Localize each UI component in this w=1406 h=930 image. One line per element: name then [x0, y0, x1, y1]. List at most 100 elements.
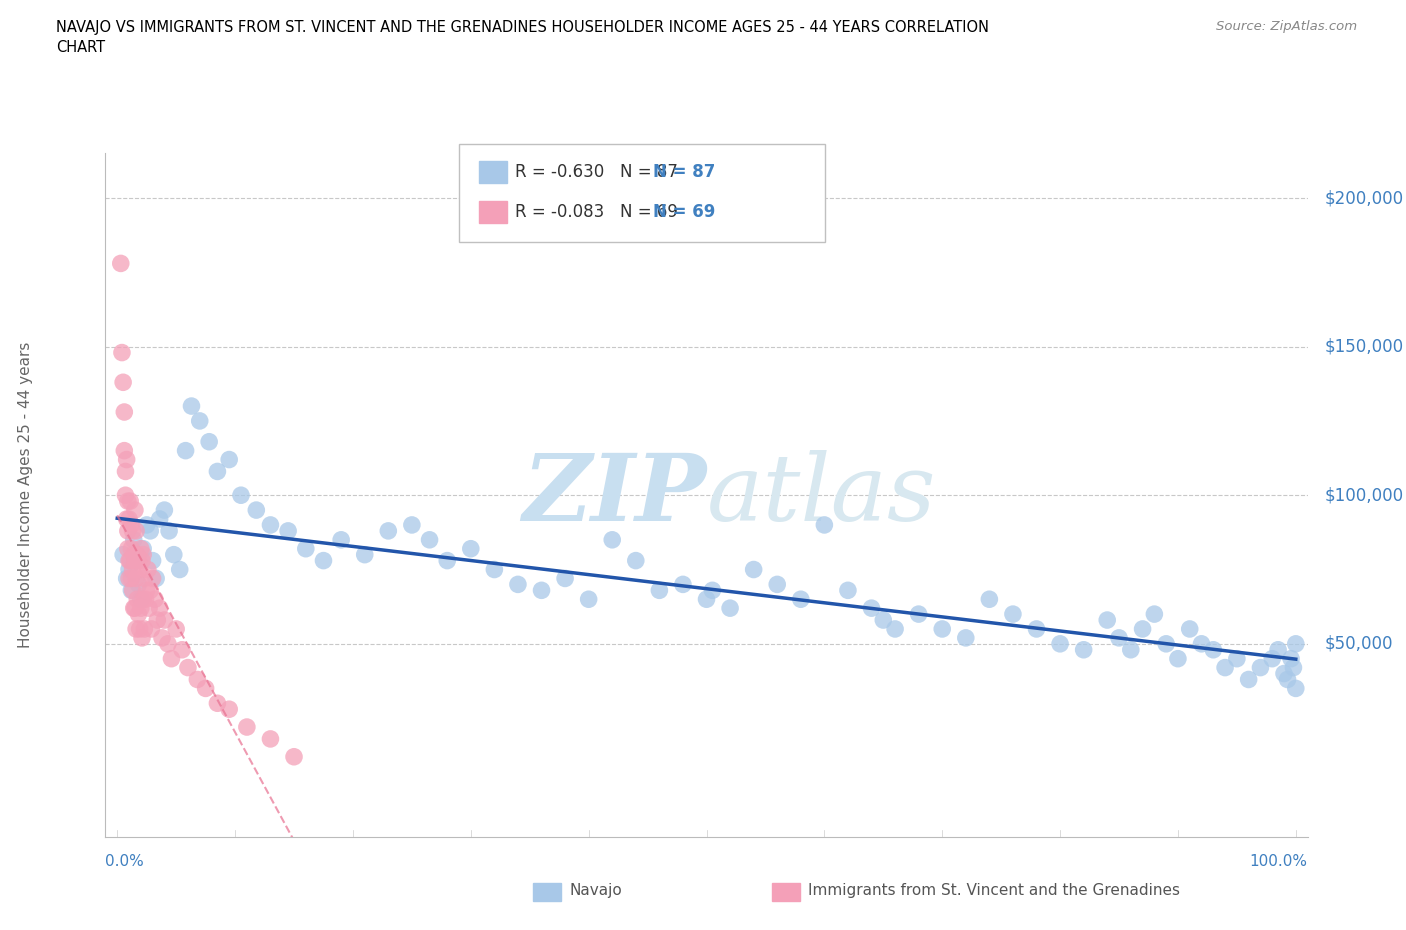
Point: [1191, 636, 1213, 651]
Point: [377, 524, 399, 538]
Point: [125, 571, 148, 586]
Point: [1277, 672, 1299, 687]
Point: [125, 553, 148, 568]
Point: [174, 444, 197, 458]
Point: [115, 452, 138, 467]
Point: [157, 524, 180, 538]
Point: [1261, 651, 1284, 666]
Text: Householder Income Ages 25 - 44 years: Householder Income Ages 25 - 44 years: [18, 342, 32, 648]
Point: [143, 591, 166, 606]
Point: [218, 452, 240, 467]
Point: [124, 553, 146, 568]
Point: [1025, 621, 1047, 636]
Point: [1073, 643, 1095, 658]
Point: [506, 577, 529, 591]
Point: [122, 601, 145, 616]
Text: NAVAJO VS IMMIGRANTS FROM ST. VINCENT AND THE GRENADINES HOUSEHOLDER INCOME AGES: NAVAJO VS IMMIGRANTS FROM ST. VINCENT AN…: [56, 20, 990, 35]
Point: [139, 583, 162, 598]
Point: [766, 577, 789, 591]
Point: [117, 524, 139, 538]
Point: [149, 601, 172, 616]
Point: [460, 541, 482, 556]
Point: [132, 591, 155, 606]
Point: [111, 345, 134, 360]
Point: [120, 583, 142, 598]
Point: [120, 494, 142, 509]
Point: [1237, 672, 1260, 687]
Point: [131, 631, 153, 645]
Point: [702, 583, 724, 598]
Text: $100,000: $100,000: [1324, 486, 1403, 504]
Point: [124, 601, 146, 616]
Point: [170, 643, 193, 658]
Point: [125, 524, 148, 538]
Point: [696, 591, 718, 606]
Point: [484, 562, 506, 577]
Point: [124, 502, 146, 517]
Point: [837, 583, 859, 598]
Text: $50,000: $50,000: [1324, 635, 1393, 653]
Point: [121, 524, 143, 538]
Point: [160, 651, 183, 666]
Point: [1049, 636, 1071, 651]
Point: [648, 583, 671, 598]
Point: [129, 601, 152, 616]
Point: [1154, 636, 1177, 651]
Point: [283, 750, 305, 764]
Point: [186, 672, 208, 687]
Point: [118, 571, 141, 586]
Point: [330, 532, 353, 547]
Point: [153, 502, 176, 517]
Text: Source: ZipAtlas.com: Source: ZipAtlas.com: [1216, 20, 1357, 33]
Point: [530, 583, 553, 598]
Point: [1282, 660, 1305, 675]
Point: [312, 553, 335, 568]
Point: [931, 621, 953, 636]
Point: [127, 553, 149, 568]
Point: [145, 571, 167, 586]
Point: [128, 621, 150, 636]
Point: [624, 553, 647, 568]
Point: [153, 613, 176, 628]
Point: [120, 517, 142, 532]
Text: 0.0%: 0.0%: [105, 854, 145, 869]
Point: [112, 375, 135, 390]
Point: [436, 553, 458, 568]
Text: CHART: CHART: [56, 40, 105, 55]
Text: ZIP: ZIP: [522, 450, 707, 540]
Point: [114, 464, 136, 479]
Point: [114, 488, 136, 503]
Point: [1279, 651, 1302, 666]
Point: [129, 541, 152, 556]
Point: [142, 571, 165, 586]
Point: [146, 613, 169, 628]
Point: [132, 541, 155, 556]
Point: [554, 571, 576, 586]
Point: [128, 562, 150, 577]
Point: [142, 553, 165, 568]
Point: [127, 591, 149, 606]
Point: [115, 571, 138, 586]
Point: [718, 601, 741, 616]
Point: [180, 399, 202, 414]
Point: [135, 517, 157, 532]
Point: [134, 571, 156, 586]
Point: [177, 660, 200, 675]
Text: 100.0%: 100.0%: [1250, 854, 1308, 869]
Point: [742, 562, 765, 577]
Point: [141, 621, 163, 636]
Point: [207, 696, 229, 711]
Point: [1108, 631, 1130, 645]
Text: N = 87: N = 87: [652, 163, 716, 181]
Point: [149, 512, 172, 526]
Point: [245, 502, 267, 517]
Text: R = -0.630   N = 87: R = -0.630 N = 87: [516, 163, 678, 181]
Point: [194, 681, 217, 696]
Point: [1285, 636, 1308, 651]
Point: [125, 621, 148, 636]
Point: [872, 613, 894, 628]
Point: [120, 553, 142, 568]
Point: [401, 517, 423, 532]
Point: [259, 732, 281, 747]
Point: [955, 631, 977, 645]
